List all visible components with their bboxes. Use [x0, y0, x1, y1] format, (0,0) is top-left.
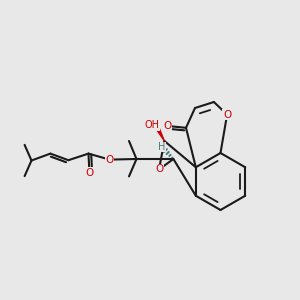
Text: O: O	[105, 154, 114, 165]
Text: H: H	[158, 142, 166, 152]
Text: O: O	[163, 121, 172, 131]
Text: O: O	[155, 164, 163, 175]
Text: O: O	[85, 167, 94, 178]
Text: OH: OH	[145, 120, 160, 130]
Polygon shape	[154, 124, 164, 141]
Text: O: O	[223, 110, 231, 120]
